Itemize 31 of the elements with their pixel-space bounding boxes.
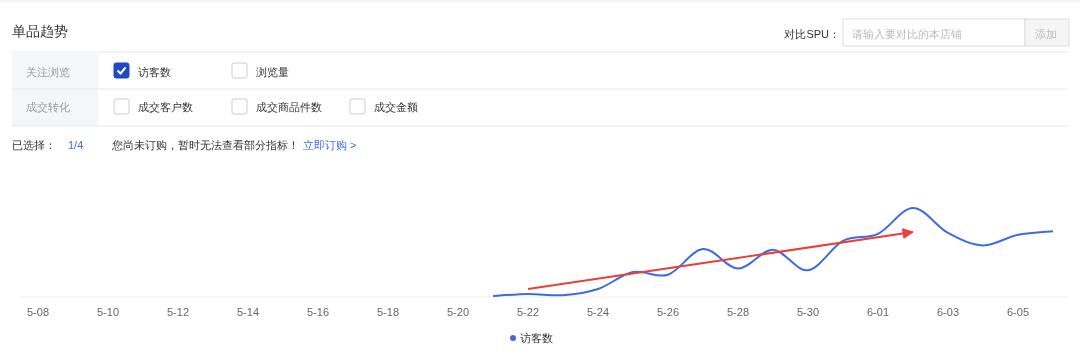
text: 请输入要对比的本店铺 (852, 28, 962, 40)
x-tick-label: 5-22 (516, 306, 540, 318)
x-tick-label: 5-20 (446, 306, 470, 318)
text: 立即订购 > (303, 139, 357, 151)
x-tick-label: 5-16 (306, 306, 330, 318)
x-tick-label: 5-08 (26, 306, 50, 318)
x-tick-label: 5-24 (586, 306, 610, 318)
x-tick-label: 6-03 (936, 306, 960, 318)
x-tick-label: 6-01 (866, 306, 890, 318)
text: 已选择： (12, 139, 56, 151)
text: 关注浏览 (26, 66, 70, 78)
x-tick-label: 5-12 (166, 306, 190, 318)
text: 成交金额 (374, 101, 418, 113)
x-tick-label: 5-14 (236, 306, 260, 318)
text: 您尚未订购，暂时无法查看部分指标！ (111, 139, 299, 151)
text: 访客数 (138, 66, 171, 78)
chart-title: 单品趋势 (12, 23, 68, 39)
x-tick-label: 5-18 (376, 306, 400, 318)
legend: 访客数 (510, 332, 553, 344)
x-tick-label: 6-05 (1006, 306, 1030, 318)
legend-label: 访客数 (520, 332, 553, 344)
text: 浏览量 (256, 66, 289, 78)
text: 成交转化 (26, 101, 70, 113)
x-tick-label: 5-28 (726, 306, 750, 318)
text: 成交客户数 (138, 101, 193, 113)
text: 成交商品件数 (256, 101, 322, 113)
x-tick-label: 5-30 (796, 306, 820, 318)
x-tick-label: 5-10 (96, 306, 120, 318)
x-tick-label: 5-26 (656, 306, 680, 318)
text: 对比SPU： (784, 28, 840, 40)
text: 1/4 (68, 139, 84, 151)
